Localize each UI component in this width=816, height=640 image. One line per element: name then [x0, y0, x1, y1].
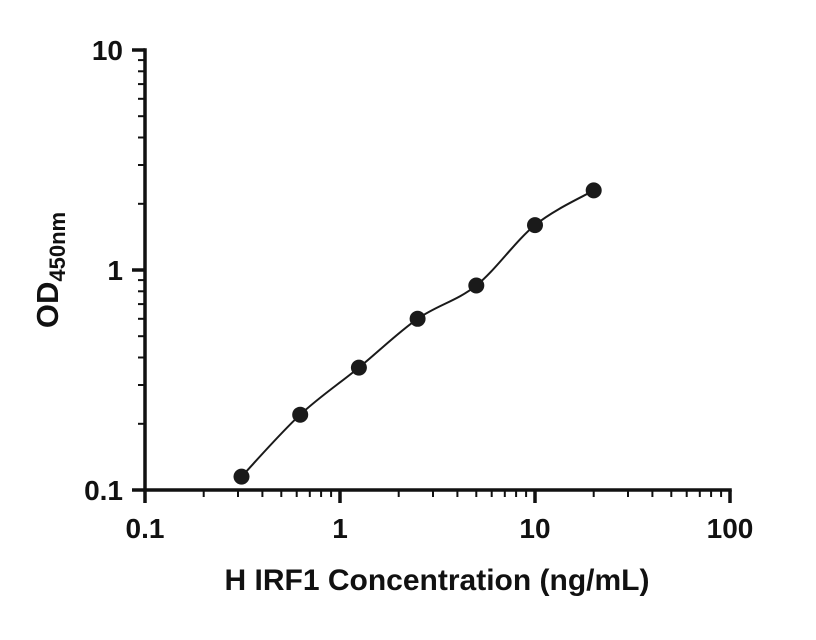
axis-layer [132, 48, 732, 503]
x-tick-label: 0.1 [126, 513, 165, 544]
x-tick-label: 10 [519, 513, 550, 544]
y-axis-title-text: OD450nm [30, 212, 70, 328]
data-point [527, 217, 543, 234]
data-point [409, 310, 426, 327]
y-tick-label: 1 [107, 255, 123, 286]
data-point [233, 468, 250, 485]
tick-label-layer: 0.1 1 10 100 0.1 1 10 [84, 35, 753, 544]
data-point [292, 406, 309, 423]
fit-line [240, 189, 595, 478]
data-point [585, 182, 602, 199]
x-tick-label: 100 [707, 513, 754, 544]
axis-spines [143, 48, 732, 492]
y-tick-label: 10 [92, 35, 123, 66]
y-axis-title: OD450nm [30, 212, 70, 328]
x-axis-title: H IRF1 Concentration (ng/mL) [225, 564, 650, 597]
series-layer [233, 182, 602, 485]
y-tick-label: 0.1 [84, 475, 123, 506]
x-tick-label: 1 [332, 513, 348, 544]
data-point [350, 359, 367, 376]
data-point [468, 277, 485, 294]
